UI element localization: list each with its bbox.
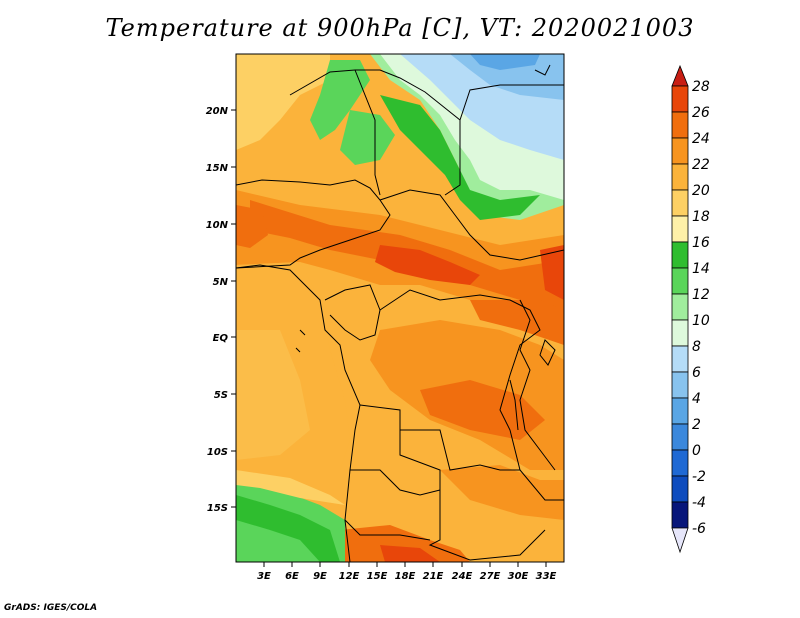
colorbar-swatch	[671, 111, 689, 139]
lon-tick-label: 33E	[536, 571, 557, 582]
colorbar-swatch	[671, 501, 689, 529]
colorbar-swatch	[671, 267, 689, 295]
colorbar-swatch	[671, 163, 689, 191]
colorbar-label: -6	[692, 521, 706, 537]
lat-tick-label: EQ	[213, 333, 229, 344]
grads-credit: GrADS: IGES/COLA	[4, 603, 98, 613]
lat-tick-label: 5S	[214, 390, 228, 401]
colorbar-swatch	[671, 215, 689, 243]
lon-tick-label: 3E	[257, 571, 271, 582]
colorbar-label: 18	[692, 209, 710, 225]
lat-tick-label: 10N	[206, 220, 229, 231]
lon-tick-label: 18E	[395, 571, 416, 582]
lon-tick-label: 30E	[508, 571, 529, 582]
colorbar-swatch	[671, 137, 689, 165]
colorbar-labels: 28 26 24 22 20 18 16 14 12 10 8 6 4 2 0 …	[692, 79, 710, 537]
colorbar-swatch	[671, 85, 689, 113]
lat-tick-label: 20N	[206, 106, 229, 117]
colorbar-label: 22	[692, 157, 710, 173]
lat-tick-label: 15N	[206, 163, 229, 174]
colorbar-label: 10	[692, 313, 710, 329]
colorbar-label: 24	[692, 131, 710, 147]
colorbar-label: 20	[692, 183, 710, 199]
colorbar-swatch	[671, 241, 689, 269]
lon-tick-label: 9E	[313, 571, 327, 582]
colorbar-label: 12	[692, 287, 710, 303]
lon-axis	[263, 562, 547, 567]
lon-tick-label: 6E	[285, 571, 299, 582]
colorbar-label: 2	[692, 417, 701, 433]
temperature-field	[236, 54, 564, 562]
colorbar-label: 26	[692, 105, 710, 121]
lat-labels: 20N 15N 10N 5N EQ 5S 10S 15S	[206, 106, 229, 514]
colorbar-label: 4	[692, 391, 701, 407]
colorbar	[671, 64, 689, 554]
colorbar-swatch	[671, 345, 689, 373]
colorbar-swatch	[671, 423, 689, 451]
colorbar-swatch	[671, 189, 689, 217]
colorbar-label: 0	[692, 443, 701, 459]
colorbar-label: 28	[692, 79, 710, 95]
colorbar-swatch	[671, 397, 689, 425]
lat-tick-label: 10S	[207, 447, 228, 458]
colorbar-label: -2	[692, 469, 706, 485]
colorbar-label: 16	[692, 235, 710, 251]
colorbar-label: 14	[692, 261, 710, 277]
colorbar-swatch	[671, 475, 689, 503]
lon-tick-label: 24E	[452, 571, 473, 582]
map-title: Temperature at 900hPa [C], VT: 202002100…	[105, 14, 695, 42]
colorbar-label: 6	[692, 365, 701, 381]
lon-tick-label: 12E	[339, 571, 360, 582]
map-frame	[235, 53, 565, 563]
boundaries	[236, 64, 564, 562]
colorbar-arrow-top	[671, 64, 689, 87]
lat-tick-label: 5N	[213, 277, 229, 288]
colorbar-swatch	[671, 319, 689, 347]
lon-labels: 3E 6E 9E 12E 15E 18E 21E 24E 27E 30E 33E	[257, 571, 556, 582]
lon-tick-label: 21E	[423, 571, 444, 582]
colorbar-swatch	[671, 449, 689, 477]
colorbar-label: -4	[692, 495, 706, 511]
lat-axis	[231, 109, 236, 508]
lon-tick-label: 27E	[480, 571, 501, 582]
lat-tick-label: 15S	[207, 503, 228, 514]
colorbar-label: 8	[692, 339, 701, 355]
colorbar-swatch	[671, 293, 689, 321]
colorbar-arrow-bottom	[671, 527, 689, 554]
colorbar-swatch	[671, 371, 689, 399]
lon-tick-label: 15E	[367, 571, 388, 582]
